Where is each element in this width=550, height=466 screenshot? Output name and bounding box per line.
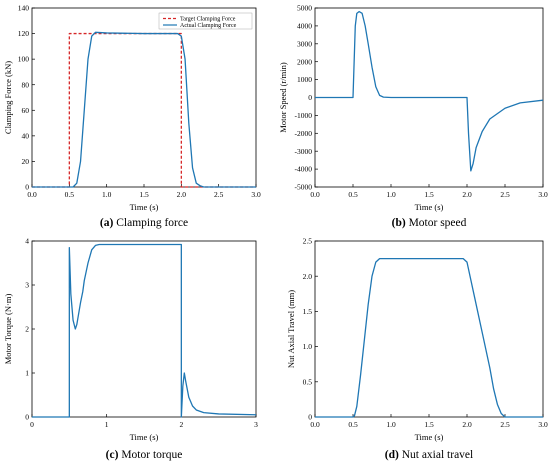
x-tick-label: 3.0	[538, 190, 548, 199]
y-tick-label: 0.5	[303, 377, 313, 386]
y-tick-label: 1	[25, 369, 29, 378]
x-tick-label: 1.0	[386, 420, 396, 429]
x-tick-label: 2.0	[177, 190, 187, 199]
y-tick-label: 0	[25, 183, 29, 192]
x-tick-label: 1.0	[386, 190, 396, 199]
x-axis-title: Time (s)	[415, 202, 444, 212]
y-axis-title: Motor Speed (r/min)	[278, 62, 288, 133]
panel-caption: (a) Clamping force	[100, 217, 188, 229]
caption-tag: (b)	[392, 217, 406, 229]
y-tick-label: 0	[308, 413, 312, 422]
y-tick-label: -1000	[295, 111, 313, 120]
y-tick-label: -4000	[295, 165, 313, 174]
x-tick-label: 0	[30, 420, 34, 429]
x-tick-label: 0.0	[310, 190, 320, 199]
y-axis-title: Clamping Force (kN)	[3, 61, 13, 134]
y-tick-label: 4000	[297, 22, 312, 31]
x-tick-label: 0.0	[310, 420, 320, 429]
x-tick-label: 3	[254, 420, 258, 429]
y-tick-label: 60	[22, 106, 30, 115]
plot-frame	[31, 7, 257, 188]
caption-tag: (c)	[106, 449, 119, 461]
x-tick-label: 1.5	[424, 420, 434, 429]
x-tick-label: 1	[105, 420, 109, 429]
y-tick-label: 0	[25, 413, 29, 422]
panel-caption: (b) Motor speed	[392, 217, 467, 229]
series-line-1	[32, 32, 256, 188]
panel-caption: (d) Nut axial travel	[385, 449, 473, 461]
x-tick-label: 3.0	[251, 190, 261, 199]
caption-title: Motor torque	[118, 449, 182, 461]
chart-panel-d: 0.0 0.5 1.0 1.5 2.0 2.5 3.0 0 0.5 1.0 1.5 2.0 2.5 Tim…	[286, 237, 548, 461]
y-tick-label: 2000	[297, 57, 312, 66]
y-tick-label: 1.5	[303, 307, 313, 316]
caption-title: Clamping force	[113, 217, 188, 229]
y-tick-label: 140	[18, 4, 30, 13]
chart-panel-a: 0.0 0.5 1.0 1.5 2.0 2.5 3.0 0 20 40 60 80 100 120 140 T…	[3, 4, 261, 229]
y-axis-title: Nut Axial Travel (mm)	[286, 290, 296, 368]
caption-title: Nut axial travel	[399, 449, 473, 461]
x-axis-title: Time (s)	[130, 432, 159, 442]
plot-frame	[314, 240, 544, 418]
y-tick-label: 0	[308, 93, 312, 102]
y-tick-label: 2.0	[303, 272, 313, 281]
x-tick-label: 0.5	[348, 420, 358, 429]
x-tick-label: 2.0	[462, 190, 472, 199]
legend-label: Target Clamping Force	[180, 17, 236, 23]
x-axis-title: Time (s)	[415, 432, 444, 442]
x-tick-label: 2.5	[500, 190, 510, 199]
caption-tag: (a)	[100, 217, 114, 229]
y-tick-label: -5000	[295, 183, 313, 192]
y-tick-label: -3000	[295, 147, 313, 156]
y-tick-label: 120	[18, 29, 30, 38]
x-tick-label: 3.0	[538, 420, 548, 429]
x-tick-label: 0.0	[27, 190, 37, 199]
x-tick-label: 0.5	[65, 190, 75, 199]
y-axis-title: Motor Torque (N·m)	[3, 294, 13, 365]
y-tick-label: 3000	[297, 39, 312, 48]
y-tick-label: 20	[22, 157, 30, 166]
legend-label: Actual Clamping Force	[180, 23, 237, 29]
x-tick-label: 0.5	[348, 190, 358, 199]
series-line-1	[315, 257, 543, 418]
series-line-2	[32, 31, 256, 188]
y-tick-label: 100	[18, 55, 30, 64]
x-tick-label: 1.0	[102, 190, 112, 199]
x-tick-label: 1.5	[139, 190, 149, 199]
x-tick-label: 2.5	[214, 190, 224, 199]
chart-panel-c: 0 1 2 3 0 1 2 3 4 Time (s) Motor Torque (N·m) (c) M…	[3, 237, 258, 461]
x-tick-label: 2	[179, 420, 183, 429]
y-tick-label: 40	[22, 131, 30, 140]
legend-box	[158, 12, 253, 30]
x-axis-title: Time (s)	[130, 202, 159, 212]
caption-tag: (d)	[385, 449, 399, 461]
chart-panel-b: 0.0 0.5 1.0 1.5 2.0 2.5 3.0 -5000 -4000 -3000 -200…	[278, 4, 548, 229]
x-tick-label: 2.5	[500, 420, 510, 429]
y-tick-label: 80	[22, 80, 30, 89]
x-tick-label: 1.5	[424, 190, 434, 199]
y-tick-label: 2	[25, 325, 29, 334]
panel-caption: (c) Motor torque	[106, 449, 183, 461]
y-tick-label: 2.5	[303, 237, 313, 246]
y-tick-label: 1000	[297, 75, 312, 84]
series-line-1	[32, 243, 257, 418]
series-line-1	[315, 10, 544, 172]
plot-frame	[31, 240, 257, 418]
y-tick-label: 5000	[297, 4, 312, 13]
y-tick-label: 1.0	[303, 342, 313, 351]
y-tick-label: 4	[25, 237, 29, 246]
y-tick-label: -2000	[295, 129, 313, 138]
caption-title: Motor speed	[406, 217, 467, 229]
x-tick-label: 2.0	[462, 420, 472, 429]
y-tick-label: 3	[25, 281, 29, 290]
